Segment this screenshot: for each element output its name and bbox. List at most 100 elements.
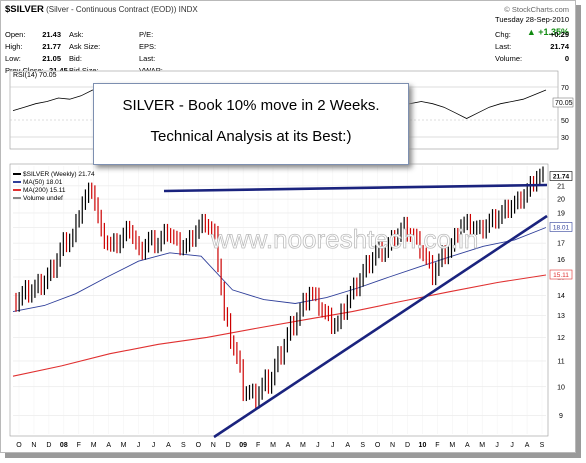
y-tick-label: 17: [557, 241, 565, 248]
x-axis-ticks: O N D 08 F M A M J J A S O N D 09 F M A M J J A S O N D 10 F M A M J J A S: [16, 442, 544, 449]
x-tick-label: J: [137, 442, 141, 449]
x-tick-label: A: [286, 442, 291, 449]
stat-label: Ask:: [69, 30, 84, 39]
x-tick-label: D: [405, 442, 410, 449]
x-tick-label: D: [46, 442, 51, 449]
stat-label: Last:: [495, 42, 512, 51]
price-badge-box: [549, 171, 573, 181]
x-tick-label: O: [16, 442, 22, 449]
x-tick-label: O: [196, 442, 202, 449]
stat-low: 21.05: [42, 54, 61, 63]
quote-date: Tuesday 28-Sep-2010: [495, 15, 569, 24]
y-tick-label: 12: [557, 335, 565, 342]
x-tick-label: A: [525, 442, 530, 449]
x-tick-label: J: [152, 442, 156, 449]
price-frame: [9, 163, 549, 437]
stat-label: EPS:: [139, 42, 157, 51]
x-tick-label: S: [540, 442, 545, 449]
stat-volume: 0: [564, 54, 569, 63]
stat-label: Prev Close:: [5, 66, 44, 75]
change-percent: ▲ +1.35%: [526, 27, 569, 37]
stat-high: 21.77: [42, 42, 61, 51]
x-tick-label: N: [31, 442, 36, 449]
ma200-layer: [12, 274, 547, 377]
stat-label: Ask Size:: [69, 42, 101, 51]
annotation-line-1: SILVER - Book 10% move in 2 Weeks.: [122, 97, 380, 114]
symbol-description: (Silver - Continuous Contract (EOD)): [46, 5, 177, 14]
x-tick-label: M: [300, 442, 306, 449]
x-tick-label: O: [375, 442, 381, 449]
x-tick-label: M: [121, 442, 127, 449]
x-tick-label: F: [435, 442, 439, 449]
stat-open: 21.43: [42, 30, 61, 39]
chart-legend: $SILVER (Weekly) 21.74 MA(50) 18.01 MA(2…: [13, 171, 95, 203]
y-tick-label: 11: [557, 358, 564, 365]
rsi-tick-30: 30: [561, 135, 569, 142]
price-chart: 70 50 30 RSI(14) 70.05 70.05 9 10 11 12 13 14…: [9, 70, 574, 449]
watermark: www.nooreshtech.co.in: [210, 224, 478, 254]
legend-price: $SILVER (Weekly) 21.74: [23, 171, 95, 178]
price-badges: 21.74 18.01 15.11: [549, 171, 573, 280]
x-tick-label: J: [495, 442, 499, 449]
y-axis-ticks: 9101112131415161718192021: [557, 183, 565, 419]
stats-col-3: P/E: EPS: Last: VWAP:: [139, 29, 179, 77]
symbol-label: $SILVER: [5, 4, 44, 15]
x-tick-label: F: [256, 442, 260, 449]
stat-change: +0.29: [550, 30, 569, 39]
chart-frame: $SILVER (Silver - Continuous Contract (E…: [0, 0, 576, 453]
stat-label: P/E:: [139, 30, 154, 39]
y-tick-label: 13: [557, 313, 565, 320]
exchange-label: INDX: [178, 5, 198, 14]
ma200-line: [12, 274, 547, 377]
y-tick-label: 20: [557, 197, 565, 204]
stat-label: Chg:: [495, 30, 511, 39]
legend-ma50: MA(50) 18.01: [23, 179, 63, 186]
price-badge: 18.01: [553, 224, 570, 231]
rsi-label: RSI(14) 70.05: [13, 72, 57, 79]
stats-col-4: Chg: +0.29 Last: 21.74 Volume: 0: [495, 29, 569, 65]
resistance-line: [163, 183, 548, 193]
x-tick-label: 08: [60, 442, 68, 449]
quote-header: Tuesday 28-Sep-2010 ▲ +1.35% Open: 21.43 …: [5, 15, 569, 75]
price-badge-box: [549, 222, 573, 232]
stat-last: 21.74: [550, 42, 569, 51]
annotation-line-2: Technical Analysis at its Best:): [150, 128, 352, 145]
legend-ma200: MA(200) 15.11: [23, 187, 66, 194]
y-tick-label: 19: [557, 210, 565, 217]
x-tick-label: J: [316, 442, 320, 449]
support-trendline: [213, 214, 548, 439]
price-panel: 9101112131415161718192021 OND08FMAMJJASO…: [9, 163, 573, 449]
stat-label: VWAP:: [139, 66, 163, 75]
x-tick-label: 10: [419, 442, 427, 449]
stat-label: Last:: [139, 54, 156, 63]
x-tick-label: A: [465, 442, 470, 449]
x-tick-label: F: [77, 442, 81, 449]
stat-label: Low:: [5, 54, 21, 63]
x-tick-label: S: [360, 442, 365, 449]
chart-title-row: $SILVER (Silver - Continuous Contract (E…: [5, 4, 569, 16]
stats-col-2: Ask: Ask Size: Bid: Bid Size:: [61, 29, 109, 77]
rsi-value-badge-box: [552, 97, 574, 108]
x-tick-label: J: [510, 442, 514, 449]
x-tick-label: S: [181, 442, 186, 449]
x-tick-label: 09: [239, 442, 247, 449]
annotation-callout: SILVER - Book 10% move in 2 Weeks. Techn…: [93, 83, 409, 165]
price-badge: 21.74: [553, 174, 570, 181]
x-tick-label: M: [479, 442, 485, 449]
x-tick-label: N: [211, 442, 216, 449]
x-tick-label: J: [331, 442, 335, 449]
x-tick-label: N: [390, 442, 395, 449]
trendlines: [163, 183, 548, 439]
brand-credit: © StockCharts.com: [504, 5, 569, 14]
x-tick-label: M: [449, 442, 455, 449]
stat-label: Bid:: [69, 54, 82, 63]
stat-prev-close: 21.45: [49, 66, 68, 75]
x-tick-label: A: [166, 442, 171, 449]
y-tick-label: 10: [557, 384, 565, 391]
ma50-line: [12, 227, 547, 313]
x-tick-label: D: [226, 442, 231, 449]
price-bars: [15, 166, 544, 409]
price-badge: 15.11: [553, 272, 569, 279]
x-tick-label: A: [345, 442, 350, 449]
y-tick-label: 14: [557, 293, 565, 300]
